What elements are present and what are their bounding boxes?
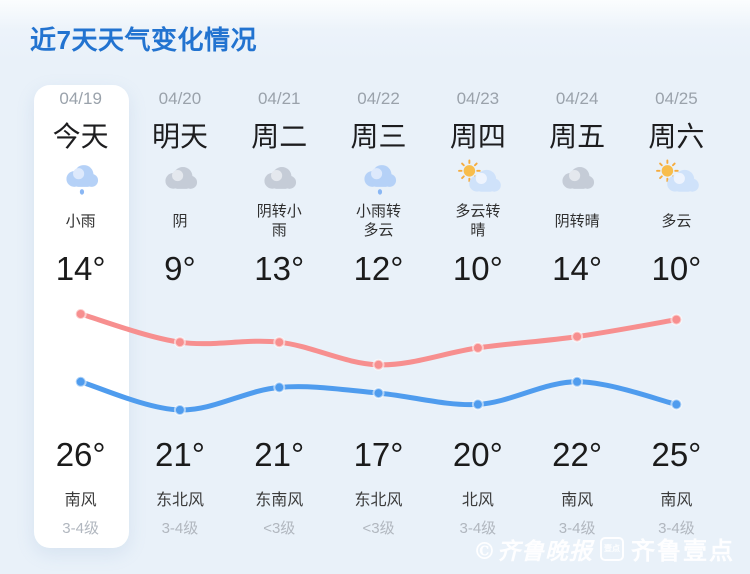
condition-text: 小雨转 多云 <box>356 203 402 239</box>
high-temp: 20° <box>452 436 503 473</box>
sun-cloud-icon <box>455 157 501 199</box>
low-temp: 13° <box>254 250 305 287</box>
low-temp: 14° <box>552 250 603 287</box>
high-temp: 25° <box>651 436 702 473</box>
day-date: 04/23 <box>456 89 500 108</box>
condition-text: 阴 <box>172 212 188 230</box>
high-temp: 26° <box>55 436 106 473</box>
day-column-04/20[interactable]: 04/20 明天阴 9° 21° 东北风 3-4级 <box>130 85 229 548</box>
wind-direction: 南风 <box>561 492 594 509</box>
day-name: 周四 <box>449 121 506 152</box>
wind-level: 3-4级 <box>161 519 199 537</box>
overcast-icon <box>157 157 203 199</box>
condition-text: 多云 <box>661 212 692 230</box>
wind-level: <3级 <box>362 519 395 537</box>
day-name: 周二 <box>251 121 308 152</box>
wind-direction: 东南风 <box>255 492 304 509</box>
day-name: 明天 <box>151 121 208 152</box>
day-date: 04/20 <box>158 89 202 108</box>
wind-direction: 南风 <box>660 492 693 509</box>
day-name: 今天 <box>52 121 109 152</box>
wind-direction: 南风 <box>64 492 97 509</box>
condition-text: 阴转小 雨 <box>256 203 302 239</box>
day-name: 周三 <box>350 121 407 152</box>
rain-icon <box>58 157 104 199</box>
condition-text: 小雨 <box>65 212 96 230</box>
high-temp: 17° <box>353 436 404 473</box>
day-column-04/19[interactable]: 04/19 今天小雨 14° 26° 南风 3-4级 <box>31 85 130 548</box>
high-temp: 21° <box>254 436 305 473</box>
wind-direction: 东北风 <box>155 492 204 509</box>
condition-text: 多云转 晴 <box>455 203 501 239</box>
temperature-line-chart <box>74 308 683 416</box>
day-column-04/23[interactable]: 04/23 周四多云转 晴 10° 20° 北风 3-4级 <box>428 85 527 548</box>
day-date: 04/21 <box>257 89 301 108</box>
high-temp: 21° <box>154 436 205 473</box>
low-temp: 12° <box>353 250 404 287</box>
wind-level: 3-4级 <box>658 519 695 537</box>
forecast-columns: 04/19 今天小雨 14° 26° 南风 3-4级 04/20 明天阴 9° 21° 东北风 3-4… <box>31 85 727 548</box>
wind-level: <3级 <box>263 519 296 537</box>
day-column-04/25[interactable]: 04/25 周六多云 10° 25° 南风 3-4级 <box>627 85 726 548</box>
day-name: 周五 <box>549 121 606 152</box>
condition-text: 阴转晴 <box>554 212 600 230</box>
day-name: 周六 <box>648 121 705 152</box>
overcast-icon <box>554 157 600 199</box>
sun-cloud-icon <box>653 157 700 199</box>
wind-direction: 东北风 <box>354 492 403 509</box>
wind-direction: 北风 <box>461 492 494 509</box>
high-temp: 22° <box>552 436 603 473</box>
rain-icon <box>356 157 402 199</box>
day-date: 04/22 <box>357 89 400 108</box>
low-temp: 10° <box>651 250 702 287</box>
wind-level: 3-4级 <box>558 519 596 537</box>
day-date: 04/24 <box>555 89 599 108</box>
day-column-04/22[interactable]: 04/22 周三小雨转 多云 12° 17° 东北风 <3级 <box>329 85 428 548</box>
day-date: 04/19 <box>59 89 102 108</box>
day-column-04/21[interactable]: 04/21 周二阴转小 雨 13° 21° 东南风 <3级 <box>230 85 329 548</box>
overcast-icon <box>256 157 302 199</box>
page-title: 近7天天气变化情况 <box>30 25 257 55</box>
low-temp: 9° <box>164 250 196 287</box>
wind-level: 3-4级 <box>459 519 497 537</box>
day-column-04/24[interactable]: 04/24 周五阴转晴 14° 22° 南风 3-4级 <box>527 85 626 548</box>
day-date: 04/25 <box>655 89 698 108</box>
wind-level: 3-4级 <box>62 519 99 537</box>
low-temp: 10° <box>452 250 503 287</box>
low-temp: 14° <box>55 250 106 287</box>
